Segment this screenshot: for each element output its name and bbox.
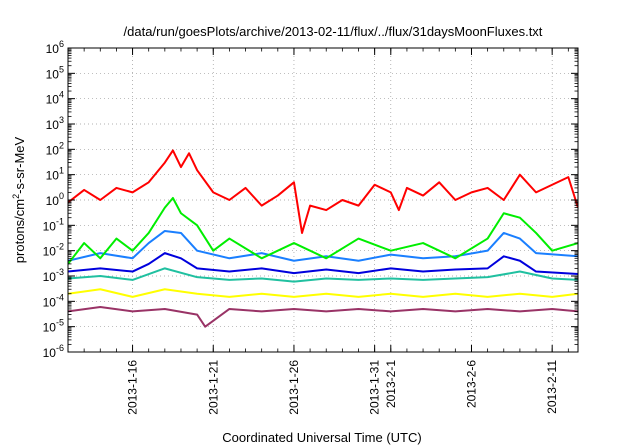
y-tick-base: 10 — [46, 118, 60, 132]
y-tick-base: 10 — [46, 194, 60, 208]
y-tick-exponent: -3 — [56, 267, 64, 277]
y-tick-exponent: 4 — [59, 90, 64, 100]
y-axis-label-rest: -s-sr-MeV — [12, 136, 27, 193]
y-tick-label: 10-3 — [43, 267, 64, 284]
series-line — [68, 252, 578, 275]
series-line — [68, 267, 578, 283]
y-tick-exponent: 3 — [59, 115, 64, 125]
y-tick-exponent: -5 — [56, 318, 64, 328]
y-tick-exponent: -2 — [56, 242, 64, 252]
y-tick-exponent: 6 — [59, 39, 64, 49]
y-tick-base: 10 — [46, 42, 60, 56]
y-tick-label: 102 — [46, 140, 64, 157]
y-tick-base: 10 — [43, 295, 57, 309]
series-line — [68, 229, 578, 262]
y-tick-base: 10 — [43, 245, 57, 259]
y-tick-label: 104 — [46, 90, 64, 107]
y-axis-label-sup: 2 — [11, 194, 21, 199]
y-tick-label: 10-4 — [43, 292, 64, 309]
x-tick-labels: 2013-1-16 2013-1-21 2013-1-26 2013-1-31 2013… — [126, 360, 560, 415]
series-layer — [68, 149, 578, 328]
x-tick-label: 2013-2-1 — [384, 360, 398, 408]
y-tick-labels: 10-610-510-410-310-210-11001011021031041… — [43, 39, 64, 360]
y-tick-label: 101 — [46, 166, 64, 183]
y-tick-label: 10-6 — [43, 343, 64, 360]
axis-ticks — [67, 47, 578, 353]
y-tick-base: 10 — [43, 219, 57, 233]
grid-lines — [68, 48, 578, 352]
y-tick-base: 10 — [43, 321, 57, 335]
y-tick-label: 10-2 — [43, 242, 64, 259]
x-tick-label: 2013-1-26 — [287, 360, 301, 415]
y-axis-label: protons/cm2-s-sr-MeV — [11, 136, 27, 263]
x-axis-label: Coordinated Universal Time (UTC) — [222, 430, 421, 445]
y-tick-label: 10-5 — [43, 318, 64, 335]
x-tick-label: 2013-1-31 — [368, 360, 382, 415]
y-tick-base: 10 — [46, 169, 60, 183]
series-line — [68, 149, 578, 234]
y-tick-exponent: -4 — [56, 292, 64, 302]
y-tick-label: 106 — [46, 39, 64, 56]
y-tick-base: 10 — [46, 143, 60, 157]
x-tick-label: 2013-1-21 — [206, 360, 220, 415]
y-tick-exponent: 2 — [59, 140, 64, 150]
series-line — [68, 196, 578, 265]
x-tick-label: 2013-2-11 — [545, 360, 559, 414]
y-tick-exponent: 1 — [59, 166, 64, 176]
y-tick-exponent: 5 — [59, 64, 64, 74]
y-tick-base: 10 — [43, 346, 57, 360]
x-tick-label: 2013-1-16 — [126, 360, 140, 415]
y-tick-label: 105 — [46, 64, 64, 81]
y-tick-label: 10-1 — [43, 216, 64, 233]
y-tick-exponent: -1 — [56, 216, 64, 226]
y-tick-label: 103 — [46, 115, 64, 132]
x-tick-label: 2013-2-6 — [464, 360, 478, 408]
y-tick-exponent: 0 — [59, 191, 64, 201]
y-tick-exponent: -6 — [56, 343, 64, 353]
series-line — [68, 305, 578, 328]
chart-title: /data/run/goesPlots/archive/2013-02-11/f… — [124, 24, 543, 39]
y-tick-label: 100 — [46, 191, 64, 208]
y-tick-base: 10 — [46, 67, 60, 81]
y-axis-label-base: protons/cm — [12, 199, 27, 263]
series-line — [68, 288, 578, 298]
y-tick-base: 10 — [46, 93, 60, 107]
y-tick-base: 10 — [43, 270, 57, 284]
